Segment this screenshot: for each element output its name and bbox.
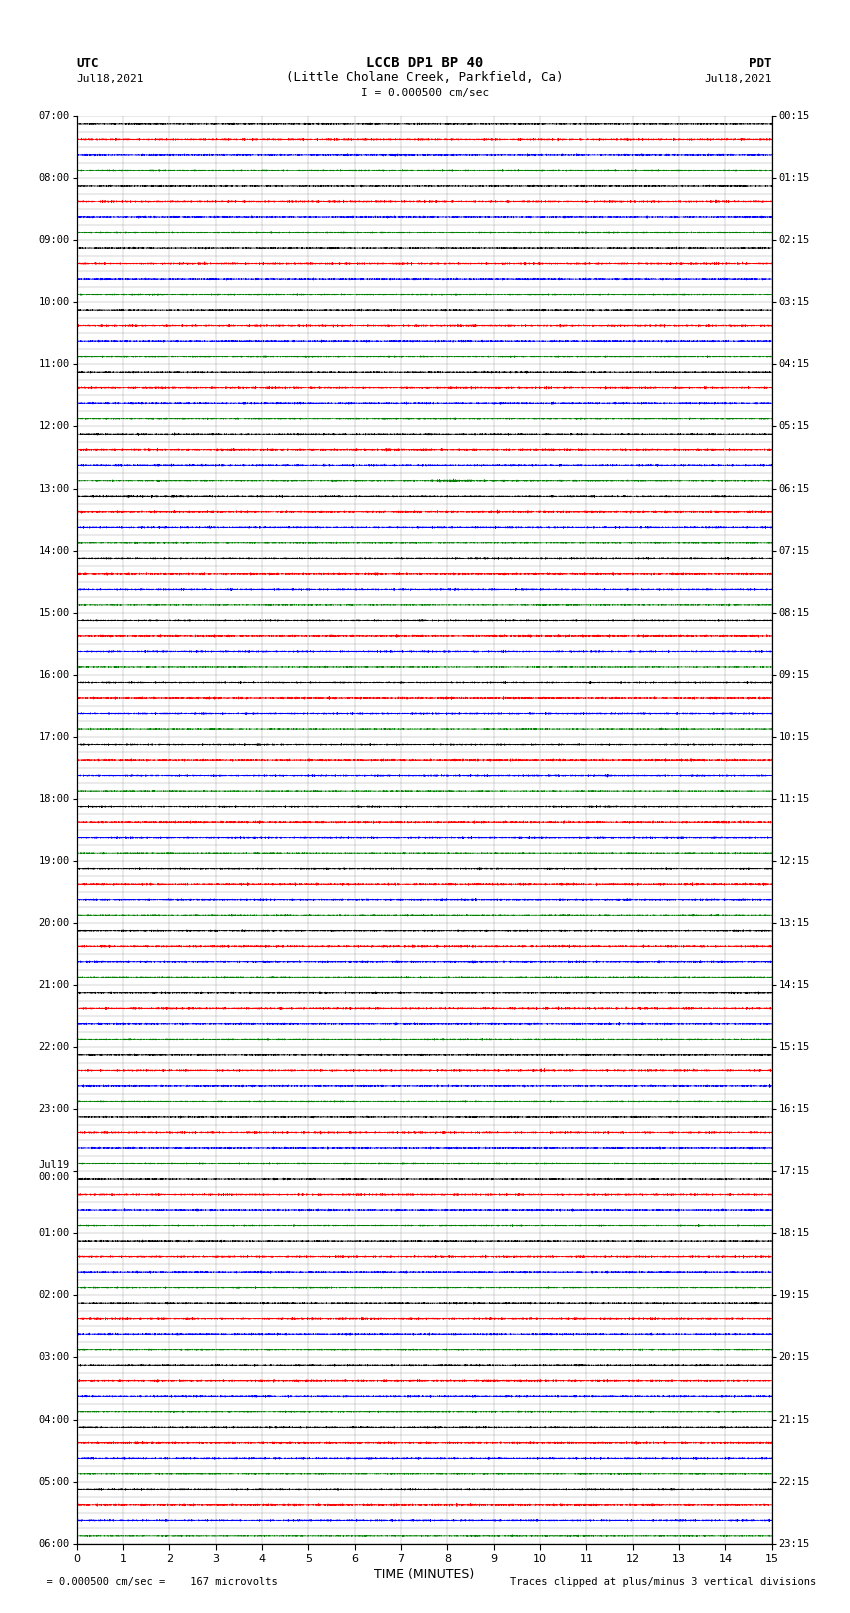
Text: Traces clipped at plus/minus 3 vertical divisions: Traces clipped at plus/minus 3 vertical … — [510, 1578, 816, 1587]
Text: Jul18,2021: Jul18,2021 — [76, 74, 144, 84]
Text: = 0.000500 cm/sec =    167 microvolts: = 0.000500 cm/sec = 167 microvolts — [34, 1578, 278, 1587]
Text: LCCB DP1 BP 40: LCCB DP1 BP 40 — [366, 56, 484, 71]
Text: UTC: UTC — [76, 56, 99, 71]
Text: Jul18,2021: Jul18,2021 — [705, 74, 772, 84]
Text: I = 0.000500 cm/sec: I = 0.000500 cm/sec — [361, 87, 489, 97]
Text: PDT: PDT — [750, 56, 772, 71]
X-axis label: TIME (MINUTES): TIME (MINUTES) — [374, 1568, 474, 1581]
Text: (Little Cholane Creek, Parkfield, Ca): (Little Cholane Creek, Parkfield, Ca) — [286, 71, 564, 84]
